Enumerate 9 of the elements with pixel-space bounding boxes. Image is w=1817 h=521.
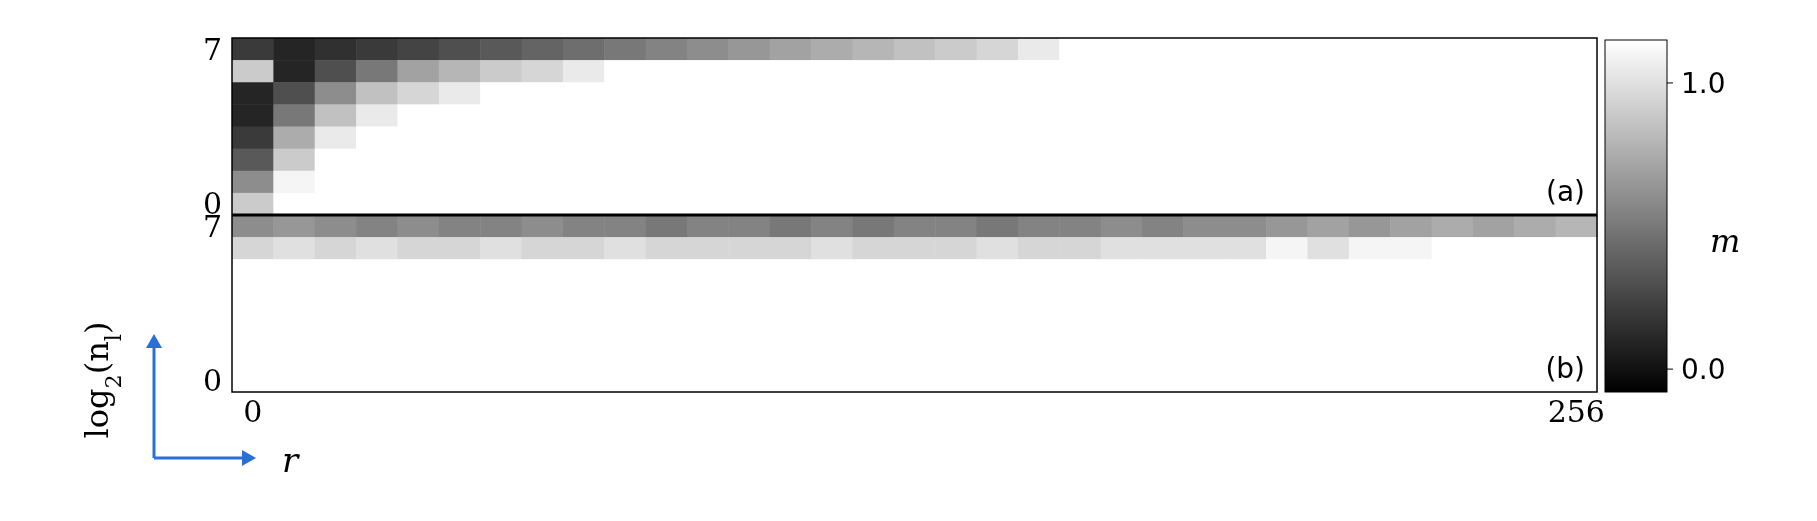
annotation: (b) bbox=[1545, 352, 1585, 385]
color-bar-label: 0.0 bbox=[1681, 352, 1726, 386]
x-axis-title: r bbox=[282, 440, 300, 480]
y-tick-label: 7 bbox=[202, 31, 222, 67]
x-tick-label: 256 bbox=[1547, 394, 1605, 429]
y-tick-label: 0 bbox=[202, 363, 222, 399]
annotation: (a) bbox=[1545, 175, 1585, 208]
color-bar-label: 1.0 bbox=[1681, 66, 1726, 100]
color-bar-title: m bbox=[1710, 222, 1741, 260]
